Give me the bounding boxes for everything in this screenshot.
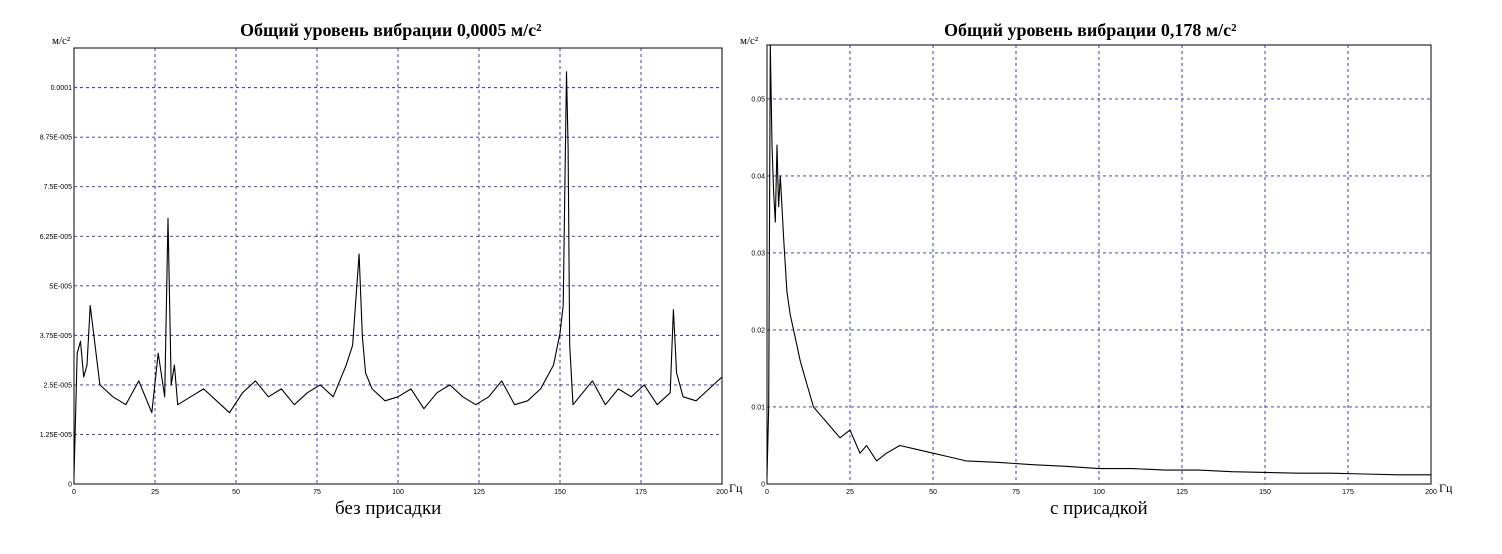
x-tick-label: 150 [1259,489,1271,496]
y-tick-label: 0.03 [751,250,765,257]
chart-plot-right: 0 25 50 75 100 125 150 175 200 0 0.01 0.02 0.03 0.04 0… [751,44,1437,496]
y-tick-label: 8.75E-005 [40,135,72,142]
y-tick-label: 0 [761,482,765,489]
y-tick-label: 7.5E-005 [44,184,73,191]
y-tick-label: 0 [68,482,72,489]
x-tick-label: 75 [1012,489,1020,496]
chart-title-left: Общий уровень вибрации 0,0005 м/с² [240,20,542,40]
y-tick-label: 0.0001 [51,85,73,92]
y-tick-label: 0.04 [751,173,765,180]
y-tick-label: 6.25E-005 [40,234,72,241]
x-tick-label: 75 [313,489,321,496]
x-tick-label: 50 [929,489,937,496]
y-tick-label: 0.05 [751,96,765,103]
chart-panel-right: Общий уровень вибрации 0,178 м/с² м/с² Г… [740,0,1502,554]
chart-title-right: Общий уровень вибрации 0,178 м/с² [944,20,1237,40]
series-line-0 [73,71,723,477]
chart-plot-left: 0 25 50 75 100 125 150 175 200 0 1.25E-005 2.5E-005… [40,47,728,496]
x-tick-label: 175 [1342,489,1354,496]
y-axis-unit-right: м/с² [740,35,759,47]
y-axis-unit-left: м/с² [52,35,71,47]
x-tick-label: 125 [473,489,485,496]
x-tick-label: 150 [554,489,566,496]
y-tick-label: 2.5E-005 [44,382,73,389]
y-tick-label: 5E-005 [49,283,72,290]
y-tick-label: 3.75E-005 [40,333,72,340]
chart-caption-left: без присадки [335,498,442,519]
x-tick-label: 0 [765,489,769,496]
y-tick-label: 0.01 [751,404,765,411]
x-tick-label: 100 [392,489,404,496]
x-tick-label: 125 [1176,489,1188,496]
chart-caption-right: с присадкой [1050,498,1148,519]
y-tick-label: 1.25E-005 [40,432,72,439]
x-axis-unit-left: Гц [729,481,743,495]
x-tick-label: 200 [716,489,728,496]
series-line-0 [766,44,1431,477]
x-tick-label: 100 [1093,489,1105,496]
x-axis-unit-right: Гц [1439,481,1453,495]
x-tick-label: 175 [635,489,647,496]
x-tick-label: 200 [1425,489,1437,496]
x-tick-label: 0 [72,489,76,496]
chart-panel-left: Общий уровень вибрации 0,0005 м/с² м/с² … [0,0,750,554]
x-tick-label: 25 [151,489,159,496]
y-tick-label: 0.02 [751,327,765,334]
x-tick-label: 50 [232,489,240,496]
x-tick-label: 25 [846,489,854,496]
